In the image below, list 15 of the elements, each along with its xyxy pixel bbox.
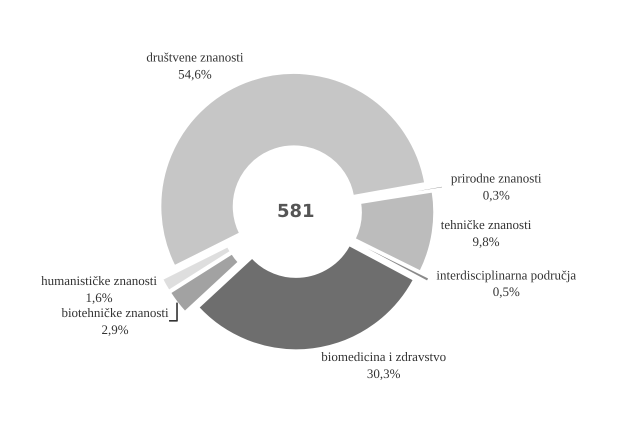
slice-label: tehničke znanosti — [440, 216, 532, 232]
slice-label: humanističke znanosti — [41, 272, 158, 288]
text: 581 — [277, 201, 315, 222]
data-label: 30,3% — [366, 366, 401, 381]
data-label: 54,6% — [178, 66, 212, 82]
data-label: 1,6% — [86, 290, 113, 305]
data-label: 0,5% — [492, 284, 520, 300]
slice-label: biotehničke znanosti — [61, 304, 170, 320]
slice-label: prirodne znanosti — [450, 170, 542, 186]
slice-label: biomedicina i zdravstvo — [321, 348, 446, 364]
slice-label: interdisciplinarna područja — [436, 267, 576, 282]
slice-label: društvene znanosti — [146, 49, 244, 64]
data-label: 0,3% — [482, 187, 510, 202]
data-label: 2,9% — [102, 322, 129, 337]
data-label: 9,8% — [472, 234, 500, 249]
